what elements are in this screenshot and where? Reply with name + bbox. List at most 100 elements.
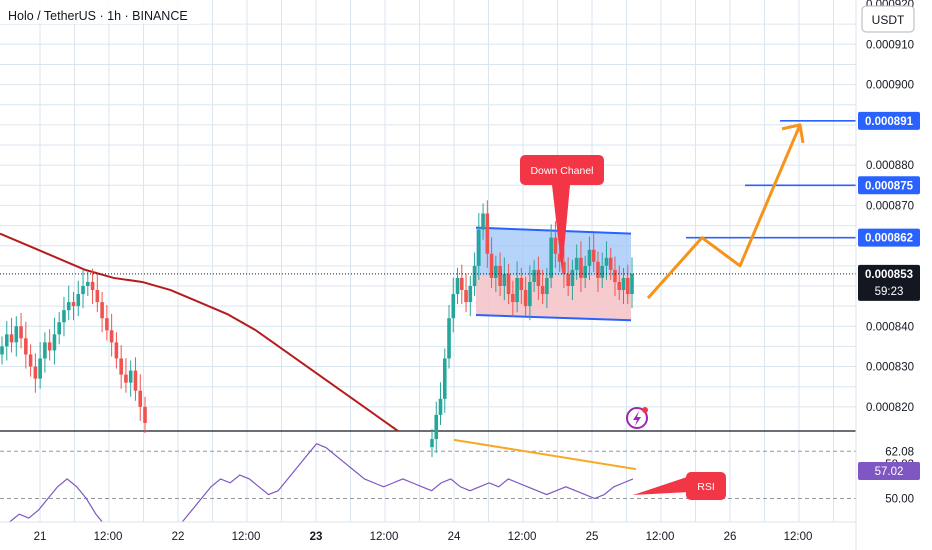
target-levels (686, 120, 856, 239)
candles-layer (0, 200, 856, 458)
candle-body (4, 334, 9, 347)
candle-body (574, 257, 579, 270)
candle-body (52, 334, 57, 351)
candle-body (494, 265, 498, 278)
time-tick-label: 23 (310, 531, 323, 543)
candle-body (19, 326, 23, 339)
candle-body (86, 281, 90, 286)
time-tick-label: 12:00 (94, 531, 123, 543)
time-tick-label: 12:00 (508, 531, 537, 543)
candle-body (447, 318, 451, 359)
candle-body (545, 277, 549, 295)
candle-body (66, 302, 71, 311)
currency-button-label[interactable]: USDT (872, 13, 905, 27)
candle-body (138, 390, 143, 407)
candle-body (434, 414, 439, 440)
candle-body (95, 290, 100, 303)
price-tick-label: 0.000910 (866, 39, 914, 51)
candle-body (557, 253, 562, 262)
time-tick-label: 26 (724, 531, 737, 543)
candle-body (579, 257, 583, 278)
candle-body (451, 294, 456, 319)
candle-body (540, 285, 545, 295)
candle-body (109, 330, 114, 343)
candle-body (438, 398, 443, 415)
channel-upper-line (475, 226, 632, 235)
rsi-trend-line (453, 438, 637, 471)
candle-body (43, 342, 47, 359)
time-tick-label: 22 (172, 531, 185, 543)
candle-body (464, 290, 468, 303)
candle-body (608, 257, 613, 270)
candle-body (62, 310, 66, 323)
target-price-tag (858, 111, 920, 130)
lightning-icon[interactable] (626, 407, 648, 429)
candle-body (90, 281, 95, 291)
candle-body (105, 318, 109, 331)
candle-body (81, 285, 85, 295)
price-tick-label: 0.000880 (866, 160, 914, 172)
candle-body (459, 277, 464, 291)
candle-body (523, 290, 528, 307)
candle-body (549, 237, 553, 278)
candle-body (570, 269, 575, 286)
time-tick-label: 12:00 (646, 531, 675, 543)
candle-body (532, 269, 536, 282)
candle-body (506, 273, 511, 295)
candle-body (71, 302, 76, 307)
time-tick-label: 24 (448, 531, 461, 543)
candle-body (502, 273, 507, 286)
time-tick-label: 12:00 (370, 531, 399, 543)
channel-upper-zone (476, 227, 631, 276)
time-tick-label: 12:00 (232, 531, 261, 543)
price-tick-label: 0.000840 (866, 321, 914, 333)
candle-body (583, 265, 587, 278)
candle-body (119, 358, 123, 375)
callout-pointer (552, 185, 570, 272)
candle-body (128, 370, 133, 383)
price-tick-label: 0.000870 (866, 200, 914, 212)
candle-body (477, 229, 481, 266)
candle-body (114, 342, 119, 359)
candle-body (519, 277, 524, 291)
target-price-label: 0.000891 (865, 116, 914, 128)
candle-body (47, 342, 52, 351)
rsi-callout-box (686, 472, 726, 500)
candle-body (511, 294, 515, 303)
candle-body (481, 213, 485, 230)
rsi-pane (0, 438, 856, 543)
target-price-label: 0.000862 (865, 233, 913, 245)
chart-title: Holo / TetherUS · 1h · BINANCE (8, 9, 188, 23)
rsi-tick-label: 62.08 (885, 446, 914, 458)
chart-grid (0, 0, 856, 522)
candle-body (430, 439, 434, 448)
callout-box (520, 155, 604, 185)
candle-body (442, 358, 447, 399)
candle-body (472, 265, 477, 286)
candle-body (489, 253, 494, 278)
rsi-current-label: 57.02 (875, 466, 904, 478)
candle-body (124, 374, 128, 383)
candle-body (587, 249, 592, 266)
moving-average-layer (0, 232, 399, 432)
target-price-tag (858, 176, 920, 195)
currency-button[interactable] (861, 5, 915, 33)
candle-body (57, 322, 61, 335)
candle-body (38, 358, 42, 379)
time-tick-label: 25 (586, 531, 599, 543)
rsi-tick-label: 50.00 (885, 494, 914, 506)
candle-body (498, 265, 502, 286)
candle-body (630, 273, 634, 295)
rsi-callout: RSI (633, 472, 726, 500)
candle-body (515, 277, 519, 303)
candle-body (24, 338, 28, 355)
projection-arrowhead (781, 123, 805, 144)
moving-average-line (0, 232, 399, 432)
rsi-current-tag (858, 462, 920, 481)
candle-body (617, 281, 622, 291)
down-channel-callout: Down Chanel (520, 155, 604, 272)
candle-body (485, 213, 490, 254)
callout-label: Down Chanel (530, 165, 593, 177)
